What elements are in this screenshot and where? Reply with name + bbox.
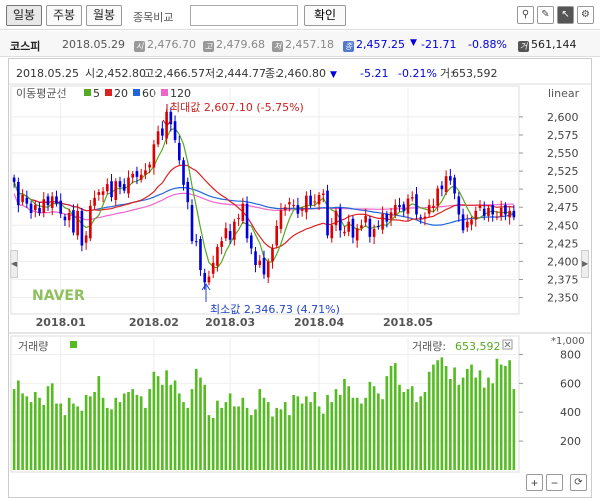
open-badge: 시 <box>134 41 145 52</box>
compare-label: 종목비교 <box>133 11 174 24</box>
pin-icon[interactable]: ⚲ <box>517 6 534 24</box>
summary-open: 2,476.70 <box>147 38 196 51</box>
pencil-icon[interactable]: ✎ <box>537 6 554 24</box>
close-badge: 종 <box>343 41 354 52</box>
summary-change: -21.71 <box>421 38 457 51</box>
volume-badge: 거 <box>518 41 529 52</box>
compare-input[interactable] <box>190 5 298 26</box>
low-badge: 저 <box>272 41 283 52</box>
summary-high: 2,479.68 <box>216 38 265 51</box>
settings-icon[interactable]: ⚙ <box>577 6 594 24</box>
change-arrow: ▼ <box>410 38 417 48</box>
refresh-button[interactable]: ⟳ <box>570 474 587 491</box>
stock-summary: 코스피 2018.05.29 시 2,476.70 고 2,479.68 저 2,45… <box>0 31 600 57</box>
weekly-tab[interactable]: 주봉 <box>46 5 82 26</box>
scroll-left-icon[interactable]: ◀ <box>10 250 18 278</box>
summary-change-pct: -0.88% <box>468 38 507 51</box>
cursor-icon[interactable]: ↖ <box>557 6 574 24</box>
high-badge: 고 <box>203 41 214 52</box>
chart-frame <box>8 58 592 498</box>
zoom-out-button[interactable]: − <box>546 474 563 491</box>
summary-volume: 561,144 <box>531 38 577 51</box>
summary-date: 2018.05.29 <box>62 38 125 51</box>
scroll-right-icon[interactable]: ▶ <box>581 250 589 278</box>
summary-close: 2,457.25 <box>356 38 405 51</box>
confirm-button[interactable]: 확인 <box>304 5 346 26</box>
stock-name: 코스피 <box>10 40 41 53</box>
monthly-tab[interactable]: 월봉 <box>86 5 122 26</box>
daily-tab[interactable]: 일봉 <box>6 5 42 26</box>
zoom-in-button[interactable]: + <box>526 474 543 491</box>
toolbar: 일봉 주봉 월봉 종목비교 확인 ⚲ ✎ ↖ ⚙ <box>0 0 600 30</box>
summary-low: 2,457.18 <box>285 38 334 51</box>
